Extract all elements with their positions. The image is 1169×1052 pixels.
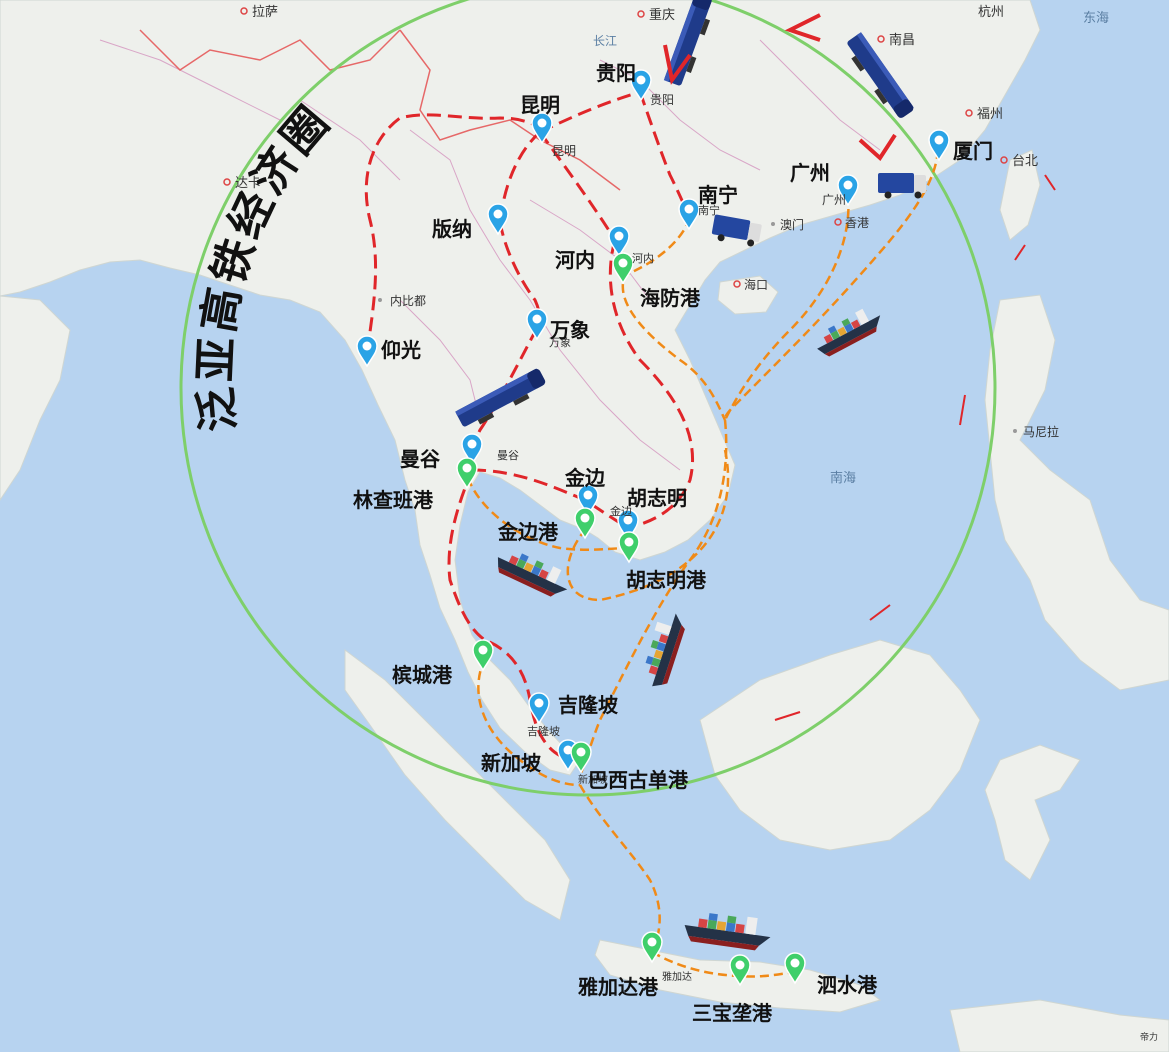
- border-highlights: [139, 29, 621, 191]
- label-pasir: 巴西古单港: [588, 768, 689, 792]
- label-bangkok: 曼谷: [400, 447, 441, 471]
- base-label-copyright: 帝力: [1140, 1031, 1158, 1043]
- base-kl: 吉隆坡: [527, 724, 560, 738]
- label-kl: 吉隆坡: [558, 693, 619, 717]
- arrow-east: [784, 13, 897, 162]
- base-labels: 拉萨 重庆 南昌 杭州 福州 台北 达卡 内比都 澳门 香港 海口 马尼拉 雅加…: [223, 5, 1158, 1043]
- pin-base-labels: 贵阳 昆明 南宁 广州 河内 万象 曼谷 金边 吉隆坡 新加坡: [497, 93, 846, 786]
- taiwan-island: [999, 149, 1041, 241]
- base-phnompenh: 金边: [610, 504, 632, 518]
- label-guangzhou: 广州: [790, 161, 830, 185]
- base-label-nanchang: 南昌: [889, 32, 915, 48]
- label-xiamen: 厦门: [953, 139, 993, 163]
- label-penang: 槟城港: [392, 663, 453, 687]
- sulawesi-island: [984, 744, 1081, 881]
- label-vientiane: 万象: [549, 318, 590, 342]
- borneo-island: [699, 639, 981, 851]
- label-semarang: 三宝垄港: [692, 1001, 773, 1025]
- philippines: [984, 294, 1169, 691]
- label-phnompenh: 金边: [564, 466, 606, 490]
- base-label-haikou: 海口: [744, 277, 768, 292]
- base-label-hongkong: 香港: [845, 216, 869, 230]
- city-labels: 贵阳 昆明 南宁 广州 厦门 版纳 河内 万象 仰光 曼谷 金边 胡志明 吉隆坡…: [381, 61, 993, 775]
- base-label-manila: 马尼拉: [1023, 424, 1059, 439]
- base-hanoi: 河内: [632, 251, 654, 265]
- label-guiyang: 贵阳: [596, 61, 636, 85]
- base-label-south-sea: 南海: [830, 470, 856, 486]
- india-peninsula: [0, 295, 71, 501]
- label-hcmc: 胡志明: [627, 486, 687, 510]
- base-vientiane: 万象: [549, 336, 571, 349]
- admin-borders: [99, 39, 881, 471]
- label-kompong: 金边港: [497, 520, 559, 544]
- base-label-dhaka: 达卡: [235, 176, 261, 191]
- label-singapore: 新加坡: [481, 751, 542, 775]
- base-label-naypyidaw: 内比都: [390, 294, 426, 308]
- economic-circle: [179, 0, 997, 797]
- label-hcmcport: 胡志明港: [626, 568, 707, 592]
- base-label-chongqing: 重庆: [649, 7, 675, 23]
- base-label-jakarta-city: 雅加达: [662, 970, 692, 983]
- base-label-yangtze: 长江: [593, 34, 617, 48]
- base-label-fuzhou: 福州: [977, 107, 1003, 122]
- base-guangzhou: 广州: [822, 193, 846, 207]
- label-jakarta: 雅加达港: [578, 975, 659, 999]
- label-yangon: 仰光: [381, 338, 421, 362]
- label-kunming: 昆明: [520, 93, 560, 117]
- base-label-east-sea: 东海: [1083, 11, 1109, 26]
- base-nanning: 南宁: [698, 203, 720, 217]
- port-labels: 海防港 林查班港 金边港 胡志明港 槟城港 巴西古单港 雅加达港 三宝垄港 泗水…: [353, 286, 878, 1025]
- base-label-macau: 澳门: [780, 217, 804, 232]
- label-haiphong: 海防港: [640, 286, 701, 310]
- label-nanning: 南宁: [698, 183, 738, 207]
- base-guiyang: 贵阳: [650, 93, 674, 107]
- label-banna: 版纳: [432, 217, 472, 241]
- hainan-island: [717, 275, 779, 315]
- sumatra-island: [344, 649, 571, 921]
- base-bangkok: 曼谷: [497, 449, 519, 462]
- base-label-taibei: 台北: [1012, 154, 1038, 169]
- timor-island: [949, 999, 1169, 1052]
- label-laemchabang: 林查班港: [353, 488, 434, 512]
- base-singapore: 新加坡: [578, 773, 608, 786]
- arrow-guiyang: [663, 44, 692, 85]
- dash-marks: [774, 174, 1056, 721]
- label-surabaya: 泗水港: [817, 973, 878, 997]
- base-label-lasa: 拉萨: [252, 5, 278, 20]
- base-kunming: 昆明: [552, 144, 576, 158]
- base-label-hangzhou: 杭州: [978, 5, 1004, 20]
- label-hanoi: 河内: [555, 248, 595, 272]
